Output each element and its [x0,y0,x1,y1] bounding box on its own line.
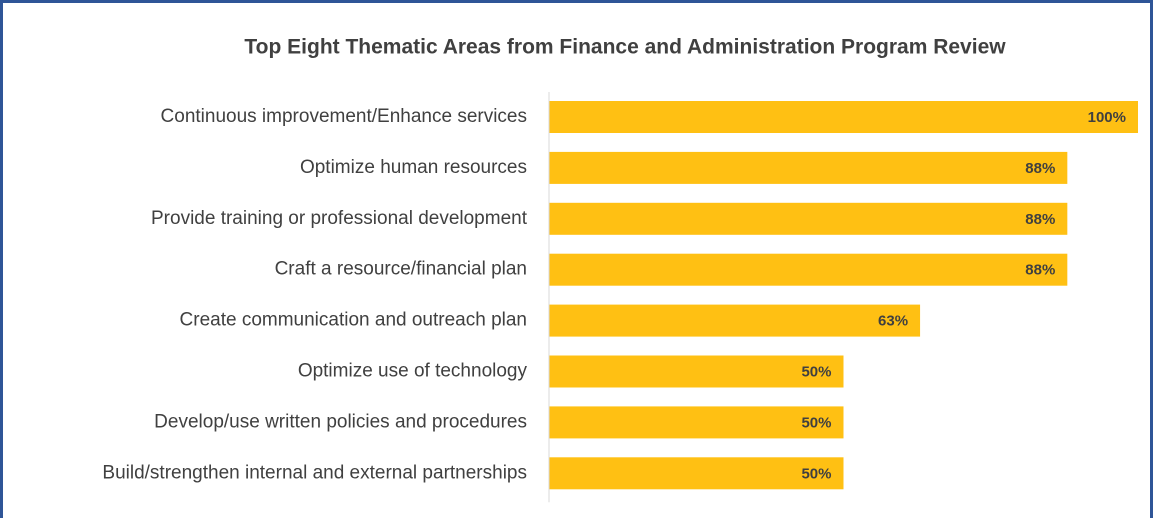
category-label: Build/strengthen internal and external p… [102,462,527,483]
category-label: Optimize use of technology [298,361,528,382]
bar [549,202,1068,235]
bar [549,406,844,439]
bar [549,457,844,490]
category-label: Continuous improvement/Enhance services [161,106,527,127]
value-label: 88% [1025,211,1055,228]
value-label: 100% [1088,109,1126,126]
bar [549,253,1068,286]
value-label: 88% [1025,160,1055,177]
bar [549,101,1138,133]
category-label: Create communication and outreach plan [180,310,527,331]
bar [549,304,921,337]
category-label: Craft a resource/financial plan [275,259,527,280]
category-label: Optimize human resources [300,157,527,178]
value-label: 88% [1025,262,1055,279]
category-label: Develop/use written policies and procedu… [154,411,527,432]
bar [549,355,844,388]
value-label: 50% [801,363,831,380]
chart-title: Top Eight Thematic Areas from Finance an… [244,36,1006,59]
value-label: 63% [878,313,908,330]
value-label: 50% [801,465,831,482]
bar [549,151,1068,184]
value-label: 50% [801,414,831,431]
category-label: Provide training or professional develop… [151,208,528,229]
